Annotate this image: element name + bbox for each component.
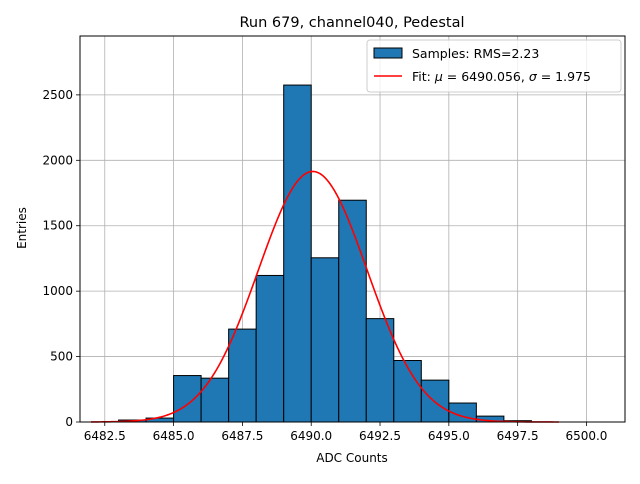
histogram-bar	[173, 375, 202, 423]
chart-title: Run 679, channel040, Pedestal	[239, 15, 464, 31]
x-tick-label: 6492.5	[359, 429, 401, 443]
legend: Samples: RMS=2.23 Fit: μ = 6490.056, σ =…	[366, 39, 622, 93]
legend-fit-label: Fit: μ = 6490.056, σ = 1.975	[412, 69, 591, 84]
histogram-bar	[200, 377, 230, 423]
legend-histogram-swatch	[373, 47, 403, 59]
legend-fit-sigma-symbol: σ	[529, 69, 538, 84]
histogram-bar	[228, 328, 257, 423]
x-tick-label: 6482.5	[84, 429, 126, 443]
x-axis-ticks: 6482.5 6485.0 6487.5 6490.0 6492.5 6495.0 6497…	[84, 422, 607, 443]
histogram-bar	[310, 257, 340, 423]
legend-histogram-label: Samples: RMS=2.23	[412, 46, 539, 61]
legend-fit-mu-value: = 6490.056,	[443, 69, 529, 84]
axes-frame	[79, 35, 626, 423]
histogram-bar	[283, 84, 312, 423]
x-tick-label: 6490.0	[290, 429, 332, 443]
histogram-bar	[393, 360, 422, 423]
histogram-bar	[255, 274, 285, 423]
x-tick-label: 6497.5	[497, 429, 539, 443]
legend-fit-prefix: Fit:	[412, 69, 435, 84]
legend-box	[366, 39, 622, 93]
y-tick-label: 0	[65, 415, 73, 429]
x-tick-label: 6485.0	[153, 429, 195, 443]
x-tick-label: 6495.0	[428, 429, 470, 443]
y-axis-ticks: 0 500 1000 1500 2000 2500	[42, 88, 80, 429]
histogram-bar	[338, 199, 367, 423]
x-tick-label: 6487.5	[221, 429, 263, 443]
y-tick-label: 2000	[42, 153, 73, 167]
y-tick-label: 2500	[42, 88, 73, 102]
fit-curve	[91, 170, 559, 423]
legend-fit-mu-symbol: μ	[434, 69, 443, 84]
histogram-bars	[118, 84, 532, 423]
legend-fit-sigma-value: = 1.975	[537, 69, 591, 84]
y-tick-label: 500	[50, 350, 73, 364]
x-tick-label: 6500.0	[565, 429, 607, 443]
y-tick-label: 1500	[42, 219, 73, 233]
histogram-bar	[365, 318, 395, 423]
y-tick-label: 1000	[42, 284, 73, 298]
x-axis-label: ADC Counts	[316, 451, 388, 465]
y-axis-label: Entries	[15, 207, 29, 249]
